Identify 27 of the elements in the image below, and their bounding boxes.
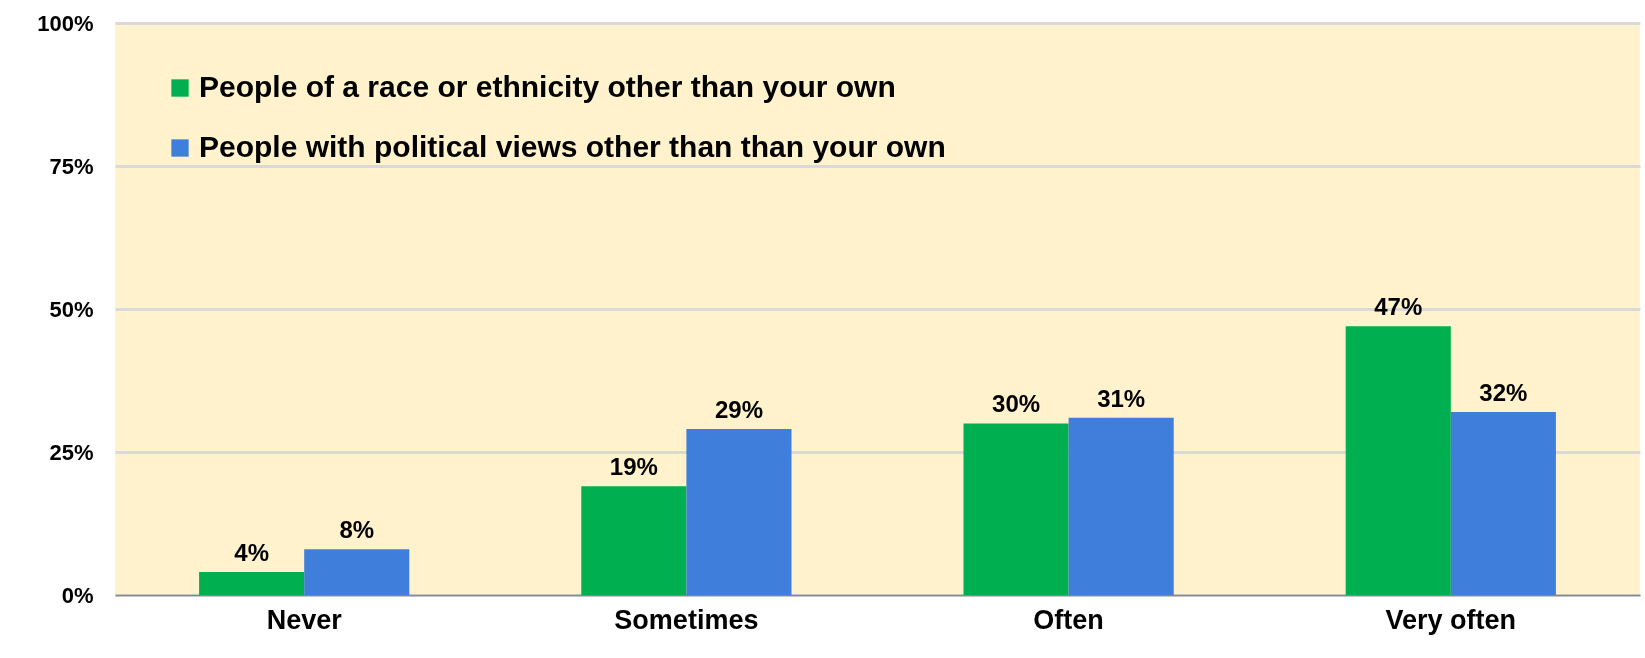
y-tick-label: 0% <box>61 582 94 608</box>
bar <box>686 429 792 595</box>
x-tick-label: Very often <box>1385 604 1517 635</box>
bar <box>304 549 410 595</box>
y-tick-label: 50% <box>49 296 94 322</box>
y-tick-label: 25% <box>49 439 94 465</box>
data-label: 4% <box>234 539 269 567</box>
y-tick-label: 75% <box>49 153 94 179</box>
data-label: 19% <box>609 453 658 481</box>
data-label: 29% <box>714 396 763 424</box>
y-tick-label: 100% <box>37 10 94 36</box>
bar <box>199 572 305 595</box>
bar <box>963 423 1069 595</box>
data-label: 31% <box>1097 384 1146 412</box>
bar <box>1068 417 1174 595</box>
bar <box>1450 411 1556 595</box>
bar <box>581 486 687 595</box>
data-label: 47% <box>1374 293 1423 321</box>
x-tick-label: Never <box>266 604 343 635</box>
x-tick-label: Often <box>1033 604 1104 635</box>
legend-label: People with political views other than than your own <box>199 130 946 163</box>
bar <box>1345 326 1451 595</box>
x-tick-label: Sometimes <box>614 604 759 635</box>
legend-label: People of a race or ethnicity other than your own <box>199 70 896 103</box>
data-label: 8% <box>339 516 375 544</box>
data-label: 32% <box>1479 378 1528 406</box>
data-label: 30% <box>992 390 1041 418</box>
